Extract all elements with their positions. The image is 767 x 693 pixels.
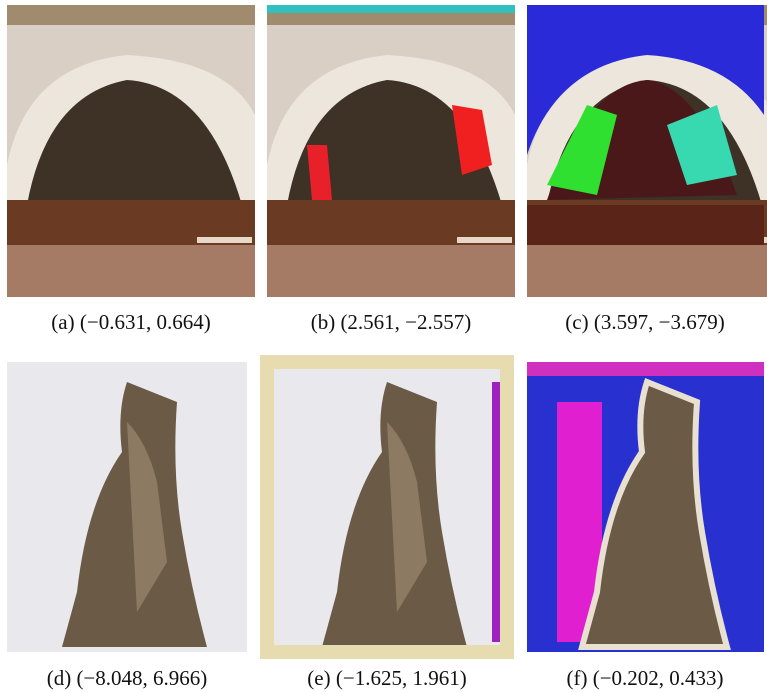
caption: (a) (−0.631, 0.664) <box>51 310 210 334</box>
caption: (c) (3.597, −3.679) <box>565 310 724 334</box>
image-d <box>7 362 247 652</box>
caption: (e) (−1.625, 1.961) <box>307 666 466 690</box>
caption: (d) (−8.048, 6.966) <box>47 666 208 690</box>
image-b <box>267 5 515 297</box>
image-f <box>527 362 764 652</box>
image-a <box>7 5 255 297</box>
image-c <box>527 5 767 297</box>
caption: (f) (−0.202, 0.433) <box>566 666 723 690</box>
caption: (b) (2.561, −2.557) <box>311 310 472 334</box>
image-e <box>260 355 514 659</box>
